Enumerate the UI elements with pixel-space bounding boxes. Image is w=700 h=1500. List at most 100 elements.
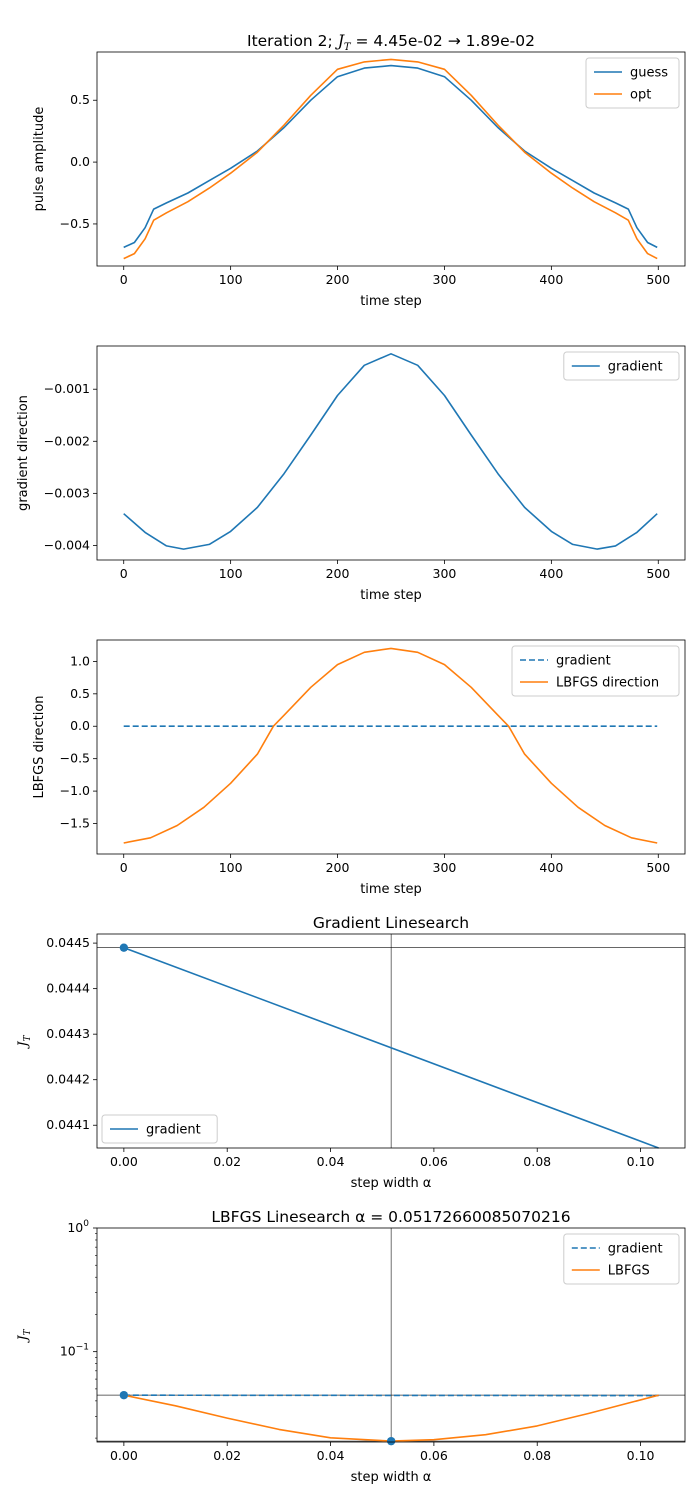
x-tick-label: 200	[326, 566, 350, 581]
chart-2: 0 100 200 300 400 500 −0.001 −0.002 −0.003 −0.004…	[16, 345, 686, 603]
legend-label: LBFGS	[608, 1264, 650, 1279]
x-tick-label: 0.10	[627, 1448, 655, 1463]
y-tick-label: 0.0441	[46, 1117, 90, 1132]
x-tick-label: 100	[219, 566, 243, 581]
x-axis-label: time step	[360, 882, 422, 897]
x-tick-label: 0.00	[110, 1448, 138, 1463]
chart-title: LBFGS Linesearch α = 0.05172660085070216	[211, 1208, 570, 1226]
x-tick-label: 0.04	[317, 1154, 345, 1169]
axes-frame	[96, 639, 686, 855]
legend-box	[101, 1114, 218, 1144]
legend: gradient	[101, 1114, 218, 1144]
data-point-marker	[386, 1436, 396, 1446]
y-tick-label: 1.0	[70, 653, 90, 668]
x-tick-label: 0	[120, 272, 128, 287]
legend-label: guess	[630, 66, 668, 81]
y-axis-label: gradient direction	[16, 395, 31, 511]
y-tick-label: −1.0	[60, 783, 90, 798]
legend-box	[563, 1233, 680, 1285]
series-line-lbfgs-direction	[123, 647, 658, 844]
y-axis-label: pulse amplitude	[32, 107, 47, 212]
x-tick-label: 100	[219, 860, 243, 875]
legend: guess opt	[585, 57, 680, 109]
y-tick-label: 100	[67, 1219, 89, 1235]
x-tick-label: 0.08	[523, 1154, 551, 1169]
axes-frame	[96, 1227, 686, 1443]
x-axis-label: time step	[360, 588, 422, 603]
y-tick-label: 0.0445	[46, 935, 90, 950]
chart-5: 0.00 0.02 0.04 0.06 0.08 0.10 100 10−1 LBFGS Lin…	[16, 1208, 686, 1485]
x-tick-label: 0.06	[420, 1448, 448, 1463]
x-tick-label: 0	[120, 860, 128, 875]
legend-label: gradient	[146, 1123, 201, 1138]
x-tick-label: 500	[646, 860, 670, 875]
y-tick-label: −0.004	[44, 537, 90, 552]
y-axis-label: JT	[16, 1034, 33, 1049]
x-axis-label: step width α	[351, 1176, 432, 1191]
x-tick-label: 0	[120, 566, 128, 581]
y-tick-label: 0.0443	[46, 1026, 90, 1041]
x-tick-label: 200	[326, 860, 350, 875]
x-axis-label: step width α	[351, 1470, 432, 1485]
y-tick-label: −0.5	[60, 751, 90, 766]
x-tick-label: 0.02	[213, 1154, 241, 1169]
series-line-opt	[123, 58, 658, 260]
x-tick-label: 300	[433, 566, 457, 581]
series-line-guess	[123, 64, 658, 249]
x-tick-label: 300	[433, 272, 457, 287]
data-point-marker	[119, 943, 129, 952]
x-tick-label: 0.04	[317, 1448, 345, 1463]
data-point-marker	[119, 1390, 129, 1400]
chart-title: Gradient Linesearch	[313, 914, 469, 932]
legend-label: opt	[630, 88, 651, 103]
legend-label: gradient	[556, 654, 611, 669]
x-tick-label: 400	[539, 860, 563, 875]
x-tick-label: 400	[539, 566, 563, 581]
x-axis-label: time step	[360, 294, 422, 309]
y-tick-label: −0.5	[60, 216, 90, 231]
axes-frame	[96, 51, 686, 267]
x-tick-label: 500	[646, 566, 670, 581]
x-tick-label: 500	[646, 272, 670, 287]
y-tick-label: 0.5	[70, 686, 90, 701]
chart-3: 0 100 200 300 400 500 1.0 0.5 0.0 −0.5 −1.0 −1.5 tim…	[32, 639, 686, 897]
legend: gradient	[563, 351, 680, 381]
y-axis-label: LBFGS direction	[32, 695, 47, 798]
x-tick-label: 400	[539, 272, 563, 287]
x-tick-label: 0.08	[523, 1448, 551, 1463]
y-tick-label: 10−1	[60, 1343, 89, 1359]
series-line-gradient	[123, 946, 659, 1149]
y-tick-label: −0.002	[44, 433, 90, 448]
y-tick-label: 0.0	[70, 154, 90, 169]
legend-label: LBFGS direction	[556, 676, 659, 691]
legend: gradient LBFGS	[563, 1233, 680, 1285]
y-tick-label: −0.003	[44, 485, 90, 500]
axes-frame	[96, 345, 686, 561]
x-tick-label: 0.06	[420, 1154, 448, 1169]
x-tick-label: 0.02	[213, 1448, 241, 1463]
y-tick-label: −0.001	[44, 381, 90, 396]
x-tick-label: 200	[326, 272, 350, 287]
axes-frame	[96, 933, 686, 1149]
legend-box	[585, 57, 680, 109]
x-tick-label: 0.10	[627, 1154, 655, 1169]
legend-label: gradient	[608, 1242, 663, 1257]
y-tick-label: 0.5	[70, 92, 90, 107]
legend-box	[511, 645, 680, 697]
legend: gradient LBFGS direction	[511, 645, 680, 697]
y-tick-label: 0.0	[70, 718, 90, 733]
y-tick-label: 0.0442	[46, 1072, 90, 1087]
x-tick-label: 0.00	[110, 1154, 138, 1169]
legend-label: gradient	[608, 360, 663, 375]
chart-1: 0 100 200 300 400 500 0.5 0.0 −0.5 Iteration 2; J…	[32, 32, 686, 309]
x-tick-label: 100	[219, 272, 243, 287]
y-tick-label: −1.5	[60, 816, 90, 831]
x-tick-label: 300	[433, 860, 457, 875]
y-tick-label: 0.0444	[46, 981, 90, 996]
chart-4: 0.00 0.02 0.04 0.06 0.08 0.10 0.0441 0.0442 0.04…	[16, 914, 686, 1191]
y-axis-label: JT	[16, 1328, 33, 1343]
series-line-gradient	[123, 352, 658, 550]
chart-title: Iteration 2; JT = 4.45e-02 → 1.89e-02	[247, 32, 535, 53]
legend-box	[563, 351, 680, 381]
